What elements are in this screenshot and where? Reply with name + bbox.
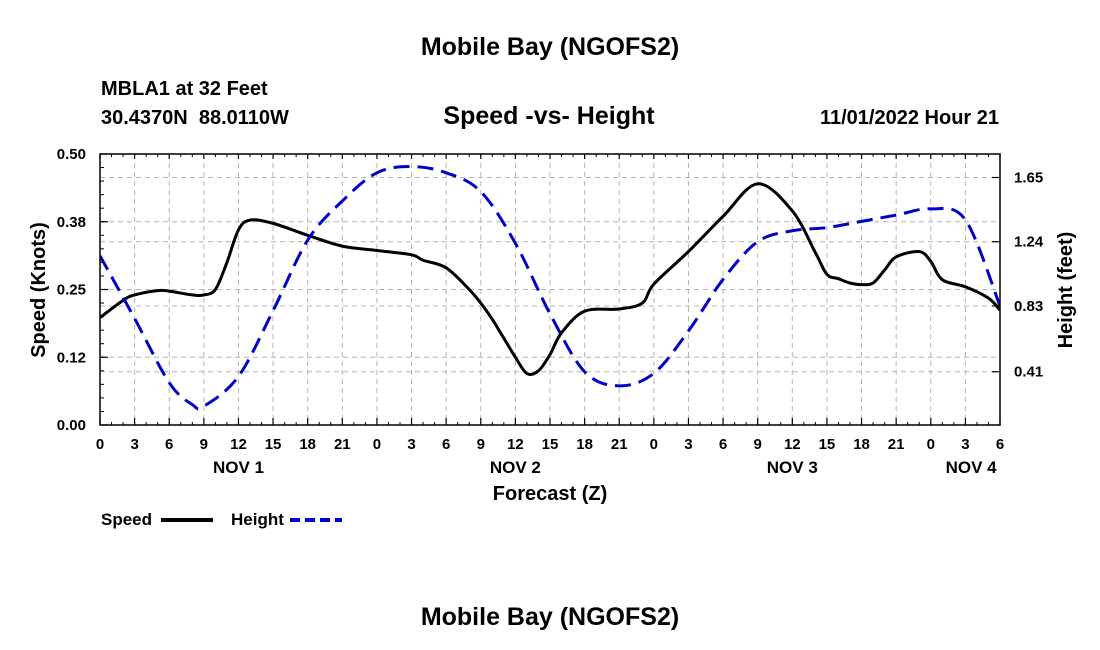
x-tick-label: 3 <box>407 436 415 453</box>
x-axis-label: Forecast (Z) <box>493 483 607 505</box>
y-tick-label-right: 0.41 <box>1014 364 1043 381</box>
x-tick-label: 15 <box>819 436 836 453</box>
x-tick-label: 0 <box>373 436 381 453</box>
forecast-timestamp: 11/01/2022 Hour 21 <box>820 107 999 129</box>
legend: Speed Height <box>101 510 342 529</box>
y-axis-label-right: Height (feet) <box>1055 232 1077 349</box>
day-label: NOV 4 <box>946 458 998 477</box>
x-tick-label: 6 <box>165 436 173 453</box>
day-label: NOV 1 <box>213 458 264 477</box>
y-tick-label-right: 0.83 <box>1014 298 1043 315</box>
x-tick-label: 12 <box>230 436 247 453</box>
x-tick-label: 3 <box>130 436 138 453</box>
x-tick-label: 6 <box>996 436 1004 453</box>
x-tick-label: 6 <box>442 436 450 453</box>
grid-lines <box>100 154 1000 425</box>
x-tick-label: 3 <box>684 436 692 453</box>
series-line-height <box>100 165 1000 411</box>
y-tick-label-left: 0.12 <box>57 349 86 366</box>
legend-label-speed: Speed <box>101 510 152 529</box>
x-tick-label: 18 <box>576 436 593 453</box>
tick-layer: 0 3 6 9 12 15 18 21 0 3 6 9 12 15 18 21 0 3 6 9 12 15 18 21 0 3 6 0… <box>57 146 1044 477</box>
y-tick-label-left: 0.50 <box>57 146 86 163</box>
x-tick-label: 21 <box>888 436 905 453</box>
station-label: MBLA1 at 32 Feet <box>101 78 268 100</box>
x-tick-label: 15 <box>265 436 282 453</box>
day-label: NOV 3 <box>767 458 818 477</box>
day-label: NOV 2 <box>490 458 541 477</box>
x-tick-label: 0 <box>96 436 104 453</box>
page-title-top: Mobile Bay (NGOFS2) <box>421 33 679 61</box>
x-tick-label: 0 <box>927 436 935 453</box>
x-tick-label: 15 <box>542 436 559 453</box>
y-tick-label-left: 0.25 <box>57 282 86 299</box>
x-tick-label: 0 <box>650 436 658 453</box>
page-title-bottom: Mobile Bay (NGOFS2) <box>421 603 679 631</box>
x-tick-label: 21 <box>334 436 351 453</box>
x-tick-label: 9 <box>754 436 762 453</box>
y-tick-label-left: 0.00 <box>57 417 86 434</box>
series-layer <box>100 165 1000 411</box>
x-tick-label: 18 <box>853 436 870 453</box>
chart-title: Speed -vs- Height <box>443 102 655 130</box>
station-coordinates: 30.4370N 88.0110W <box>101 107 289 129</box>
x-tick-label: 12 <box>784 436 801 453</box>
x-tick-label: 18 <box>299 436 316 453</box>
x-tick-label: 6 <box>719 436 727 453</box>
y-tick-label-right: 1.24 <box>1014 234 1044 251</box>
y-tick-label-left: 0.38 <box>57 214 86 231</box>
x-tick-label: 3 <box>961 436 969 453</box>
x-tick-label: 9 <box>200 436 208 453</box>
legend-label-height: Height <box>231 510 284 529</box>
x-tick-label: 21 <box>611 436 628 453</box>
x-tick-label: 12 <box>507 436 524 453</box>
y-axis-label-left: Speed (Knots) <box>28 222 50 358</box>
series-line-speed <box>100 182 1000 376</box>
y-tick-label-right: 1.65 <box>1014 169 1043 186</box>
x-tick-label: 9 <box>477 436 485 453</box>
